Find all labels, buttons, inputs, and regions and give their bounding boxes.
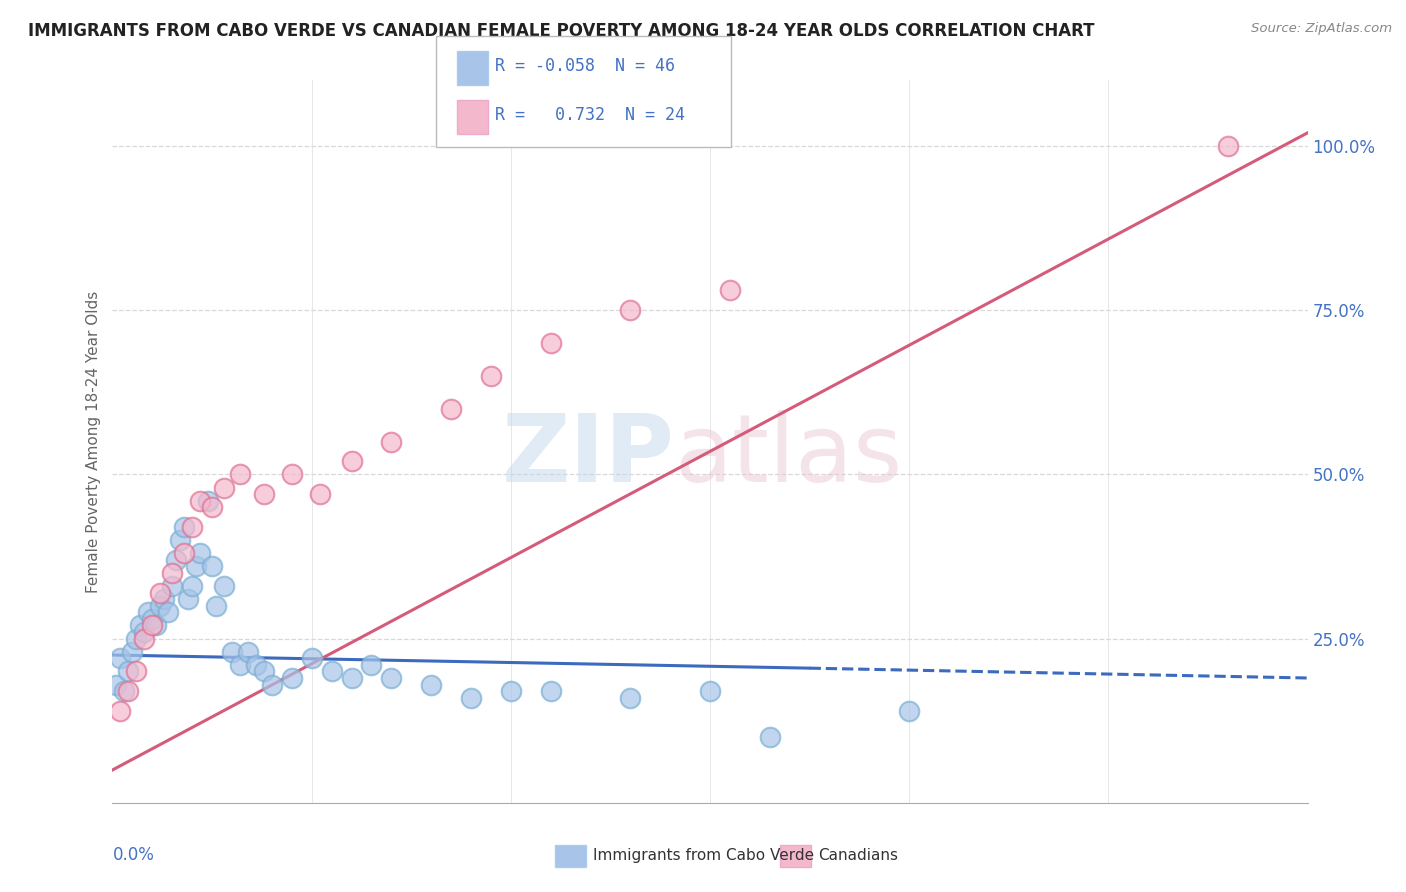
Point [308,487,330,501]
Point [105,677,128,691]
Point [619,690,641,705]
Point [188,493,211,508]
Point [540,684,562,698]
Point [301,651,323,665]
Point [173,520,195,534]
Point [201,559,224,574]
Point [340,454,363,468]
Point [125,632,148,646]
Point [173,546,195,560]
Point [499,684,522,698]
Point [125,665,148,679]
Point [157,605,180,619]
Text: IMMIGRANTS FROM CABO VERDE VS CANADIAN FEMALE POVERTY AMONG 18-24 YEAR OLDS CORR: IMMIGRANTS FROM CABO VERDE VS CANADIAN F… [28,22,1095,40]
Point [460,690,482,705]
Point [138,605,160,619]
Point [479,368,502,383]
Point [380,671,402,685]
Text: R = -0.058  N = 46: R = -0.058 N = 46 [495,57,675,75]
Point [260,677,283,691]
Point [141,612,163,626]
Point [236,645,259,659]
Point [253,665,276,679]
Point [129,618,152,632]
Point [619,303,641,318]
Point [145,618,167,632]
Point [181,579,204,593]
Text: atlas: atlas [675,410,903,502]
Point [149,599,172,613]
Point [321,665,343,679]
Point [212,481,235,495]
Point [205,599,228,613]
Point [110,704,132,718]
Point [201,500,224,515]
Point [221,645,243,659]
Point [197,493,219,508]
Point [110,651,132,665]
Point [229,657,252,672]
Text: Source: ZipAtlas.com: Source: ZipAtlas.com [1251,22,1392,36]
Point [440,401,463,416]
Point [360,657,382,672]
Text: Immigrants from Cabo Verde: Immigrants from Cabo Verde [593,848,814,863]
Point [898,704,921,718]
Point [699,684,721,698]
Point [117,684,139,698]
Point [165,553,187,567]
Y-axis label: Female Poverty Among 18-24 Year Olds: Female Poverty Among 18-24 Year Olds [86,291,101,592]
Point [188,546,211,560]
Point [149,585,172,599]
Point [141,618,163,632]
Point [212,579,235,593]
Point [281,467,304,482]
Point [177,592,200,607]
Point [117,665,139,679]
Point [162,579,183,593]
Point [153,592,176,607]
Point [759,730,782,744]
Point [253,487,276,501]
Point [186,559,208,574]
Point [134,625,156,640]
Point [540,336,562,351]
Text: Canadians: Canadians [818,848,898,863]
Point [162,566,183,580]
Point [181,520,204,534]
Text: ZIP: ZIP [502,410,675,502]
Point [281,671,304,685]
Point [380,434,402,449]
Point [229,467,252,482]
Point [169,533,191,547]
Text: R =   0.732  N = 24: R = 0.732 N = 24 [495,106,685,124]
Point [134,632,156,646]
Point [340,671,363,685]
Point [420,677,443,691]
Point [1216,139,1239,153]
Point [245,657,267,672]
Point [718,284,741,298]
Point [121,645,143,659]
Point [114,684,135,698]
Text: 0.0%: 0.0% [112,847,155,864]
